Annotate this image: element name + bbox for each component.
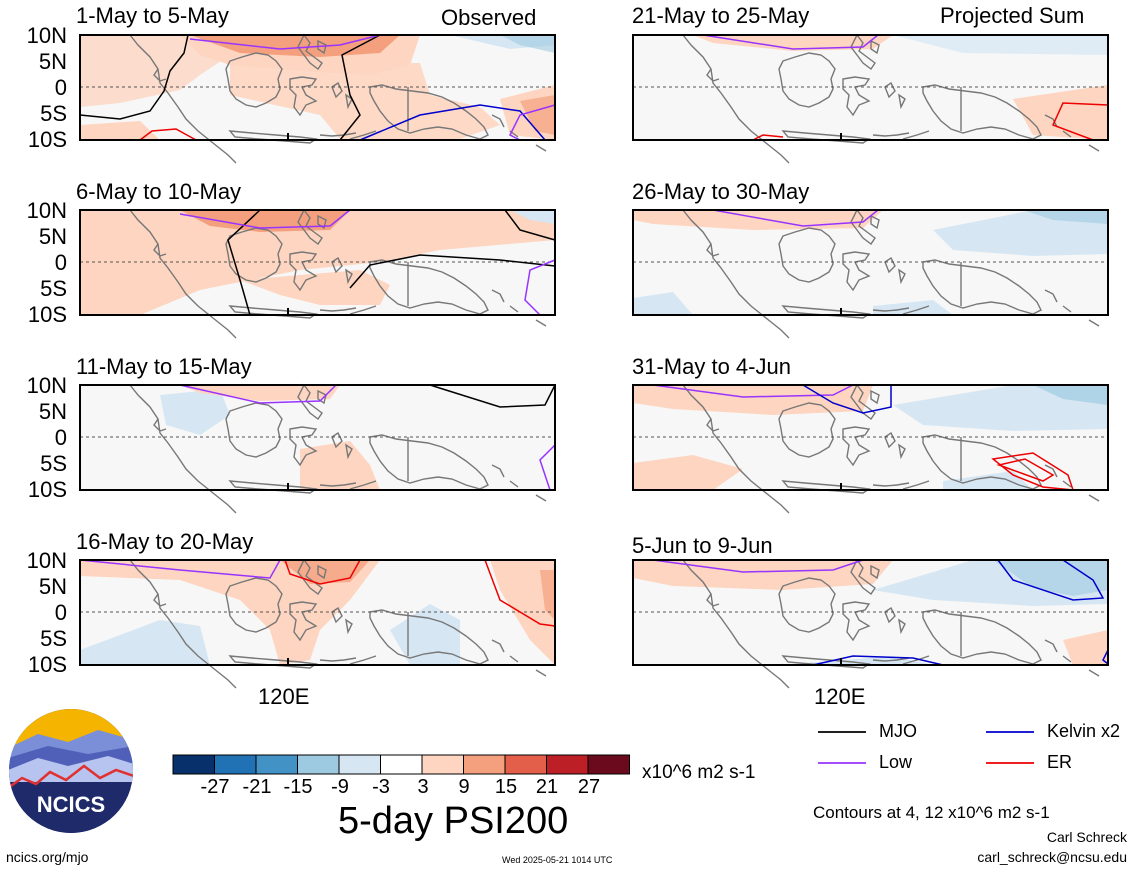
colorbar-swatch [463, 754, 506, 775]
lat-label: 10S [27, 302, 67, 327]
panel-5 [632, 34, 1109, 164]
lat-label: 10S [27, 652, 67, 677]
colorbar-tick: -15 [283, 776, 313, 798]
panel-7 [632, 384, 1109, 514]
panel-6 [632, 209, 1109, 339]
colorbar-swatch [380, 754, 423, 775]
colorbar-tick: -27 [200, 776, 230, 798]
lon-label-left: 120E [258, 684, 310, 709]
panel-title: 11-May to 15-May [76, 354, 252, 379]
panel-title: 26-May to 30-May [632, 179, 810, 204]
colorbar-tick: 21 [535, 776, 559, 798]
author: Carl Schreck [1046, 829, 1127, 845]
panel-title: 21-May to 25-May [632, 3, 810, 28]
colorbar-swatch [297, 754, 340, 775]
colorbar-swatch [214, 754, 257, 775]
legend-mjo-label: MJO [879, 721, 917, 741]
lat-label: 5S [40, 451, 67, 476]
lat-label: 10N [26, 198, 67, 223]
lat-label: 5S [40, 101, 67, 126]
lat-label: 5S [40, 626, 67, 651]
email-link[interactable]: carl_schreck@ncsu.edu [977, 849, 1127, 865]
colorbar-tick: 15 [494, 776, 518, 798]
legend-lines [818, 731, 1034, 764]
panel-title: 1-May to 5-May [76, 3, 229, 28]
colorbar-tick: 9 [458, 776, 470, 798]
panel-3 [79, 384, 556, 514]
lat-label: 5N [38, 49, 67, 74]
lat-label: 10S [27, 477, 67, 502]
colorbar-swatch [587, 754, 630, 775]
panel-4 [79, 559, 556, 689]
legend-kelvin-label: Kelvin x2 [1047, 721, 1121, 741]
projected-sum-label: Projected Sum [940, 3, 1085, 28]
colorbar-swatch [255, 754, 298, 775]
ncics-logo: NCICS [9, 709, 133, 833]
lat-label: 0 [54, 425, 67, 450]
colorbar [172, 754, 630, 775]
colorbar-units: x10^6 m2 s-1 [642, 762, 756, 783]
figure-title: 5-day PSI200 [338, 800, 569, 842]
lat-label: 5N [38, 574, 67, 599]
lon-label-right: 120E [814, 684, 866, 709]
lat-label: 0 [54, 250, 67, 275]
colorbar-swatch [172, 754, 215, 775]
map-panels [79, 34, 1109, 689]
lat-label: 10S [27, 127, 67, 152]
panel-1 [79, 34, 556, 164]
panel-2 [79, 209, 556, 339]
lat-label: 10N [26, 548, 67, 573]
timestamp: Wed 2025-05-21 1014 UTC [502, 855, 613, 865]
colorbar-tick: -9 [331, 776, 349, 798]
logo-text: NCICS [37, 792, 105, 817]
lat-label: 0 [54, 75, 67, 100]
colorbar-swatch [504, 754, 547, 775]
panel-title: 6-May to 10-May [76, 179, 242, 204]
lat-label: 0 [54, 600, 67, 625]
colorbar-swatch [338, 754, 381, 775]
lat-label: 5S [40, 276, 67, 301]
observed-label: Observed [441, 5, 537, 30]
panel-8 [632, 559, 1109, 689]
colorbar-tick: 27 [577, 776, 601, 798]
lat-label: 10N [26, 23, 67, 48]
lat-label: 5N [38, 399, 67, 424]
panel-title: 5-Jun to 9-Jun [632, 533, 773, 558]
panel-title: 31-May to 4-Jun [632, 354, 791, 379]
panel-title: 16-May to 20-May [76, 529, 254, 554]
lat-label: 5N [38, 224, 67, 249]
legend-er-label: ER [1047, 752, 1073, 772]
legend-low-label: Low [879, 752, 913, 772]
lat-label: 10N [26, 373, 67, 398]
colorbar-tick: -21 [242, 776, 272, 798]
colorbar-tick: 3 [417, 776, 429, 798]
colorbar-tick: -3 [372, 776, 390, 798]
contours-note: Contours at 4, 12 x10^6 m2 s-1 [813, 803, 1050, 822]
colorbar-swatch [421, 754, 464, 775]
colorbar-swatch [546, 754, 589, 775]
website-link[interactable]: ncics.org/mjo [6, 849, 89, 865]
